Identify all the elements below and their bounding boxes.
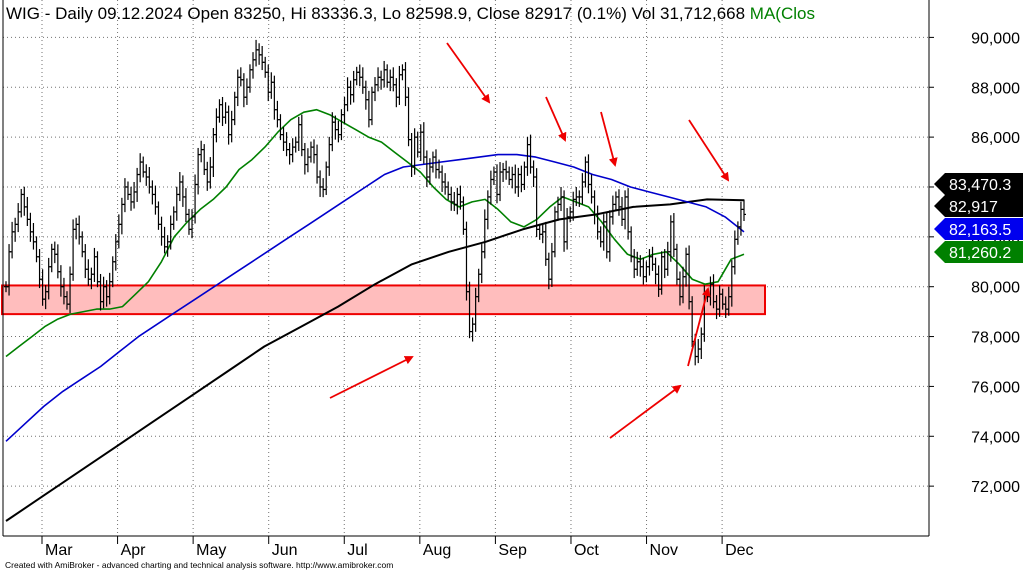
ma-mid-line (5, 153, 745, 442)
header-info: - Daily 09.12.2024 Open 83250, Hi 83336.… (40, 4, 750, 23)
ma-short-value-label: 81,260.2 (949, 245, 1011, 262)
support-zone (1, 284, 766, 316)
ma-long-value-label-bg (945, 173, 1023, 195)
annotation-arrow (687, 287, 711, 367)
moving-averages (5, 108, 745, 522)
x-tick-label: Nov (650, 542, 678, 559)
ma-short-line (5, 108, 745, 358)
x-tick-label: Mar (45, 542, 73, 559)
ma-mid-value-label-pointer (934, 218, 945, 240)
price-bars (4, 39, 746, 366)
ma-mid-value-label: 82,163.5 (949, 222, 1011, 239)
ma-short-value-label-pointer (934, 241, 945, 263)
ma-long-value-label-pointer (934, 173, 945, 195)
y-tick-label: 74,000 (971, 429, 1020, 446)
chart-header: WIG - Daily 09.12.2024 Open 83250, Hi 83… (6, 4, 815, 23)
annotation-arrow (545, 96, 567, 142)
annotation-arrow (688, 119, 730, 182)
last-close-label: 82,917 (949, 199, 998, 216)
y-tick-label: 78,000 (971, 330, 1020, 347)
x-tick-label: Jul (347, 542, 367, 559)
support-zone-rect (1, 284, 766, 316)
ma-long-line (5, 198, 745, 522)
header-ma-label: MA(Clos (750, 4, 815, 23)
annotation-arrow (329, 356, 414, 399)
x-tick-label: Sep (498, 542, 527, 559)
header-symbol: WIG (6, 4, 40, 23)
price-labels: 83,470.3 82,917 82,163.5 81,260.2 (934, 173, 1023, 263)
annotation-arrow (446, 42, 491, 104)
ma-short-value-label-bg (945, 241, 1023, 263)
ma-long-value-label: 83,470.3 (949, 177, 1011, 194)
x-tick-label: Aug (423, 542, 451, 559)
x-tick-label: Dec (725, 542, 753, 559)
annotation-arrows (329, 42, 730, 439)
x-tick-label: May (196, 542, 226, 559)
y-tick-label: 80,000 (971, 280, 1020, 297)
annotation-arrow (609, 384, 682, 439)
y-tick-label: 76,000 (971, 379, 1020, 396)
ma-mid-value-label-bg (945, 218, 1023, 240)
last-close-label-pointer (934, 195, 945, 217)
y-tick-label: 90,000 (971, 30, 1020, 47)
y-tick-label: 86,000 (971, 130, 1020, 147)
x-tick-label: Jun (272, 542, 298, 559)
x-tick-label: Apr (121, 542, 147, 559)
y-tick-label: 72,000 (971, 479, 1020, 496)
annotation-arrow (600, 111, 618, 167)
footer-credit: Created with AmiBroker - advanced charti… (5, 560, 393, 570)
chart-header-text: WIG - Daily 09.12.2024 Open 83250, Hi 83… (6, 4, 815, 23)
y-tick-label: 88,000 (971, 80, 1020, 97)
last-close-label-bg (945, 195, 1023, 217)
x-tick-label: Oct (574, 542, 599, 559)
